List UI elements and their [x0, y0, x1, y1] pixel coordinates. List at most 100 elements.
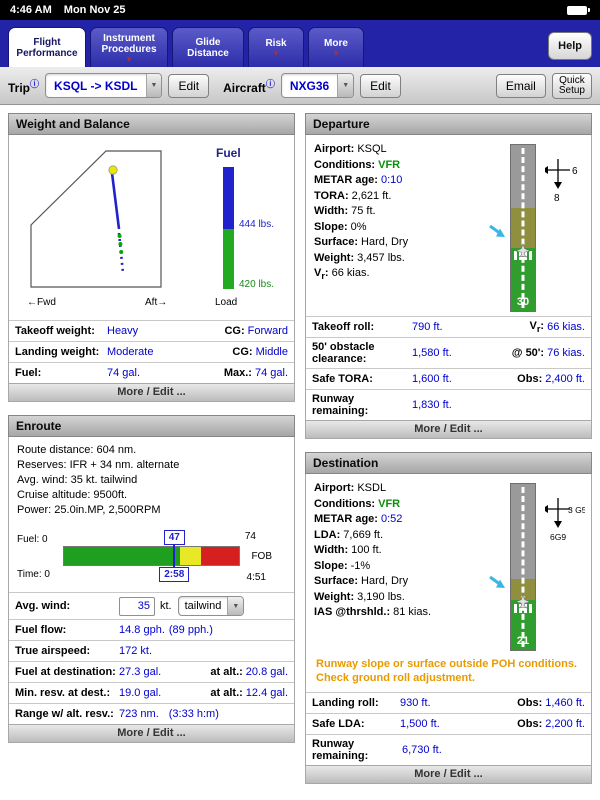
aircraft-label: Aircraftⓘ [223, 78, 275, 95]
help-button[interactable]: Help [548, 32, 592, 60]
status-bar: 4:46 AM Mon Nov 25 [0, 0, 600, 20]
vfr-badge: VFR [378, 497, 401, 510]
gauge-marker-line [173, 545, 176, 567]
wind-unit-label: kt. [160, 600, 172, 612]
gauge-green-zone [64, 547, 180, 565]
table-row: Fuel flow: 14.8 gph. (89 pph.) [9, 619, 294, 640]
section-title: Enroute [8, 415, 295, 437]
clock: 4:46 AM [10, 4, 52, 16]
destination-section: Destination Airport: KSDL Conditions: VFR … [305, 452, 592, 785]
table-row: Safe TORA: 1,600 ft. Obs: 2,400 ft. [306, 368, 591, 389]
tab-label: Flight [33, 36, 61, 48]
tab-label: Distance [187, 47, 229, 59]
airplane-icon [515, 243, 531, 258]
tab-glide-distance[interactable]: Glide Distance [172, 27, 244, 67]
gauge-yellow-zone [179, 547, 201, 565]
runway-threshold-marks [514, 604, 532, 614]
table-row: Range w/ alt. resv.: 723 nm. (3:33 h:m) [9, 703, 294, 724]
fuel-gauge-bar: 47 2:58 [63, 530, 240, 582]
avg-wind-row: Avg. wind: kt. tailwind ▼ [9, 592, 294, 619]
dropdown-arrow-icon: ▼ [337, 74, 354, 97]
aircraft-info-icon[interactable]: ⓘ [265, 78, 275, 89]
destination-airport-info: Airport: KSDL Conditions: VFR METAR age: 0:… [314, 482, 432, 619]
destination-more-edit-button[interactable]: More / Edit ... [306, 765, 591, 784]
dropdown-arrow-icon: ▼ [227, 597, 244, 615]
section-title: Departure [305, 113, 592, 135]
gauge-fob-label: FOB [251, 551, 272, 562]
reserves-text: Reserves: IFR + 34 nm. alternate [17, 459, 180, 471]
wind-arrow-left [542, 505, 548, 514]
fuel-label: Fuel [216, 146, 241, 160]
table-row: Fuel: 74 gal. Max.: 74 gal. [9, 362, 294, 383]
table-row: 50' obstacle clearance: 1,580 ft. @ 50':… [306, 337, 591, 368]
wind-speed-input[interactable] [119, 596, 155, 616]
fuel-bottom-label: 420 lbs. [239, 279, 274, 290]
tab-flight-performance[interactable]: Flight Performance [8, 27, 86, 67]
enroute-section: Enroute Route distance: 604 nm. Reserves… [8, 415, 295, 743]
trip-info-icon[interactable]: ⓘ [30, 78, 40, 89]
fwd-axis-label: ←Fwd [27, 297, 56, 308]
gauge-time-value: 2:58 [159, 567, 190, 582]
date: Mon Nov 25 [63, 4, 126, 16]
tab-more[interactable]: More ▾ [308, 27, 364, 67]
wind-arrow-left [542, 166, 548, 174]
toolbar: Tripⓘ KSQL -> KSDL ▼ Edit Aircraftⓘ NXG3… [0, 67, 600, 105]
table-row: Runway remaining: 1,830 ft. [306, 389, 591, 420]
trip-select[interactable]: KSQL -> KSDL ▼ [45, 73, 163, 98]
weight-balance-section: Weight and Balance [8, 113, 295, 402]
runway-condition-warning: Runway slope or surface outside POH cond… [316, 658, 577, 685]
gauge-marker[interactable]: 47 2:58 [158, 530, 190, 582]
runway-number: 21 [516, 635, 530, 648]
departure-wind-indicator: 6 8 [542, 142, 587, 312]
battery-icon [567, 5, 590, 15]
wind-component-a: 3 G5 [568, 505, 585, 515]
table-row: Safe LDA: 1,500 ft. Obs: 2,200 ft. [306, 713, 591, 734]
dropdown-arrow-icon: ▼ [145, 74, 162, 97]
tab-bar: Flight Performance Instrument Procedures… [0, 20, 600, 67]
gauge-time-max: 4:51 [246, 572, 266, 583]
wind-arrow-down [554, 521, 562, 529]
quick-setup-button[interactable]: Quick Setup [551, 72, 592, 99]
gauge-time-zero: Time: 0 [17, 569, 50, 580]
left-column: Weight and Balance [8, 113, 295, 797]
load-axis-label: Load [215, 297, 237, 308]
aircraft-edit-button[interactable]: Edit [360, 73, 401, 98]
table-row: Takeoff weight: Heavy CG: Forward [9, 320, 294, 341]
table-row: Min. resv. at dest.: 19.0 gal. at alt.: 1… [9, 682, 294, 703]
runway-number: 30 [516, 296, 530, 308]
tab-label: Procedures [101, 43, 157, 55]
trip-edit-button[interactable]: Edit [168, 73, 210, 98]
table-row: Landing roll: 930 ft. Obs: 1,460 ft. [306, 692, 591, 713]
takeoff-point-dot [108, 165, 118, 175]
power-text: Power: 25.0in.MP, 2,500RPM [17, 504, 161, 516]
cg-path-dotted [117, 232, 125, 274]
chevron-down-icon: ▾ [126, 53, 132, 64]
email-button[interactable]: Email [495, 73, 546, 98]
wind-component-b: 6G9 [550, 532, 566, 542]
table-row: Landing weight: Moderate CG: Middle [9, 341, 294, 362]
fuel-top-label: 444 lbs. [239, 219, 274, 230]
gauge-fuel-value: 47 [163, 530, 185, 545]
trip-label: Tripⓘ [8, 78, 40, 95]
main-content: Weight and Balance [0, 105, 600, 800]
wb-more-edit-button[interactable]: More / Edit ... [9, 383, 294, 401]
vfr-badge: VFR [378, 158, 401, 171]
wind-direction-select[interactable]: tailwind ▼ [177, 596, 245, 616]
tab-risk[interactable]: Risk ▾ [248, 27, 304, 67]
tab-label: Performance [16, 47, 78, 59]
departure-airport-info: Airport: KSQL Conditions: VFR METAR age: 0:… [314, 143, 409, 282]
runway-centerline [521, 148, 525, 308]
cg-envelope-chart: Fuel 444 lbs. 420 lbs. ←Fwd Aft→ Load [9, 135, 294, 320]
tab-label: Glide [195, 36, 221, 48]
gauge-fuel-zero: Fuel: 0 [17, 534, 48, 545]
enroute-more-edit-button[interactable]: More / Edit ... [9, 724, 294, 742]
tab-instrument-procedures[interactable]: Instrument Procedures ▾ [90, 27, 168, 67]
trip-select-value: KSQL -> KSDL [54, 78, 138, 93]
right-column: Departure Airport: KSQL Conditions: VFR ME… [305, 113, 592, 797]
fuel-bar-blue [223, 167, 234, 229]
wind-arrow-down [554, 182, 562, 189]
aircraft-select[interactable]: NXG36 ▼ [280, 73, 355, 98]
approach-arrow-icon [489, 575, 505, 589]
departure-more-edit-button[interactable]: More / Edit ... [306, 420, 591, 439]
